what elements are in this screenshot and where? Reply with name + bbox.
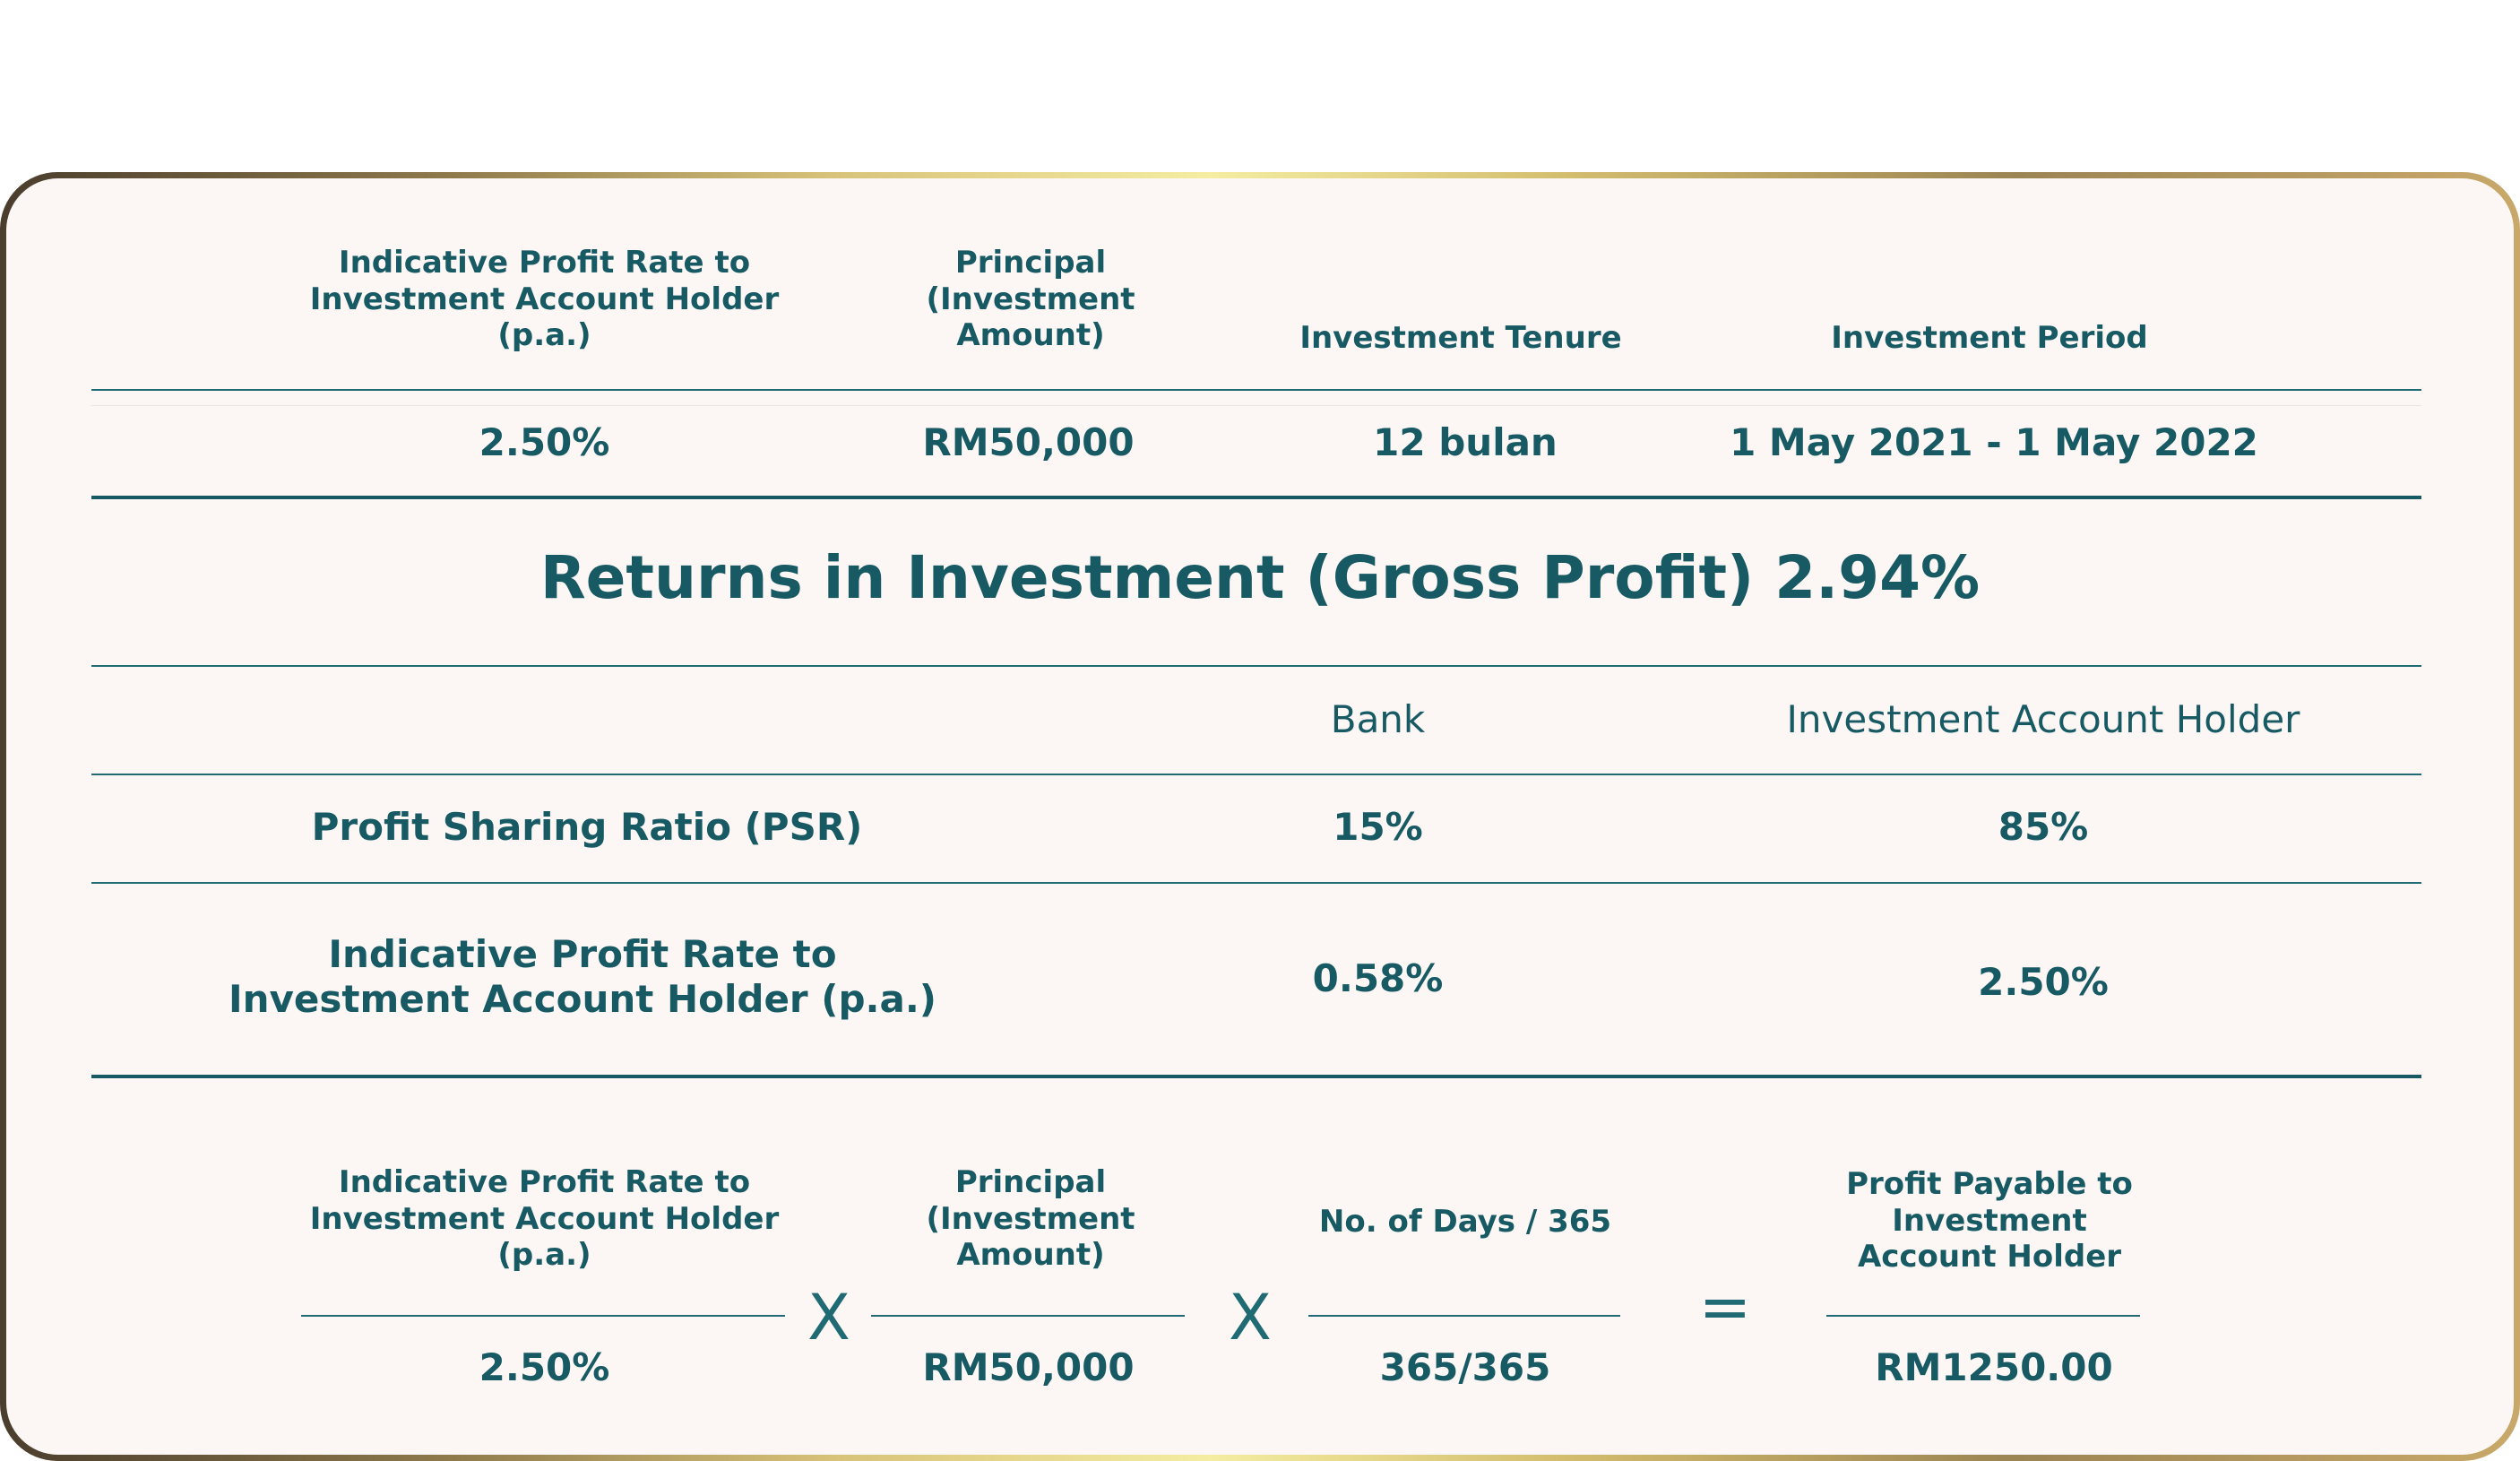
equals-operator: = bbox=[1698, 1270, 1752, 1344]
summary-header-tenure: Investment Tenure bbox=[1299, 319, 1622, 356]
summary-header-profit-rate: Indicative Profit Rate to Investment Acc… bbox=[309, 244, 780, 354]
summary-value-tenure: 12 bulan bbox=[1373, 419, 1558, 464]
formula-value-profit-rate: 2.50% bbox=[479, 1344, 610, 1389]
fraction-bar-profit-payable bbox=[1826, 1315, 2140, 1317]
fraction-bar-profit-rate bbox=[301, 1315, 785, 1317]
returns-title: Returns in Investment (Gross Profit) 2.9… bbox=[539, 543, 1981, 613]
psr-col-holder: Investment Account Holder bbox=[1786, 696, 2300, 741]
fraction-bar-days bbox=[1308, 1315, 1620, 1317]
summary-value-period: 1 May 2021 - 1 May 2022 bbox=[1730, 419, 2258, 464]
card bbox=[6, 178, 2514, 1455]
formula-value-days: 365/365 bbox=[1379, 1344, 1551, 1389]
summary-faint-divider bbox=[91, 405, 2421, 406]
psr-row-label: Profit Sharing Ratio (PSR) bbox=[311, 804, 863, 849]
times-operator-1: X bbox=[807, 1281, 850, 1354]
summary-value-principal: RM50,000 bbox=[922, 419, 1135, 464]
rate-row-label: Indicative Profit Rate to Investment Acc… bbox=[229, 931, 936, 1021]
formula-value-principal: RM50,000 bbox=[922, 1344, 1135, 1389]
formula-label-days: No. of Days / 365 bbox=[1318, 1203, 1612, 1240]
summary-header-principal: Principal (Investment Amount) bbox=[926, 244, 1135, 354]
psr-top-divider bbox=[91, 665, 2421, 667]
rate-row-bank: 0.58% bbox=[1312, 955, 1444, 1000]
psr-row-divider bbox=[91, 882, 2421, 884]
psr-row-holder: 85% bbox=[1998, 804, 2089, 849]
summary-header-divider bbox=[91, 389, 2421, 391]
psr-bottom-divider bbox=[91, 1075, 2421, 1078]
summary-value-profit-rate: 2.50% bbox=[479, 419, 610, 464]
rate-row-holder: 2.50% bbox=[1978, 959, 2109, 1004]
times-operator-2: X bbox=[1229, 1281, 1272, 1354]
summary-bottom-divider bbox=[91, 496, 2421, 499]
card-frame bbox=[0, 172, 2520, 1461]
psr-col-bank: Bank bbox=[1330, 696, 1426, 741]
formula-label-profit-payable: Profit Payable to Investment Account Hol… bbox=[1846, 1165, 2133, 1275]
fraction-bar-principal bbox=[871, 1315, 1185, 1317]
formula-label-principal: Principal (Investment Amount) bbox=[926, 1163, 1135, 1274]
formula-label-profit-rate: Indicative Profit Rate to Investment Acc… bbox=[309, 1163, 780, 1274]
psr-header-divider bbox=[91, 774, 2421, 775]
formula-value-profit-payable: RM1250.00 bbox=[1875, 1344, 2113, 1389]
summary-header-period: Investment Period bbox=[1831, 319, 2148, 356]
psr-row-bank: 15% bbox=[1333, 804, 1423, 849]
